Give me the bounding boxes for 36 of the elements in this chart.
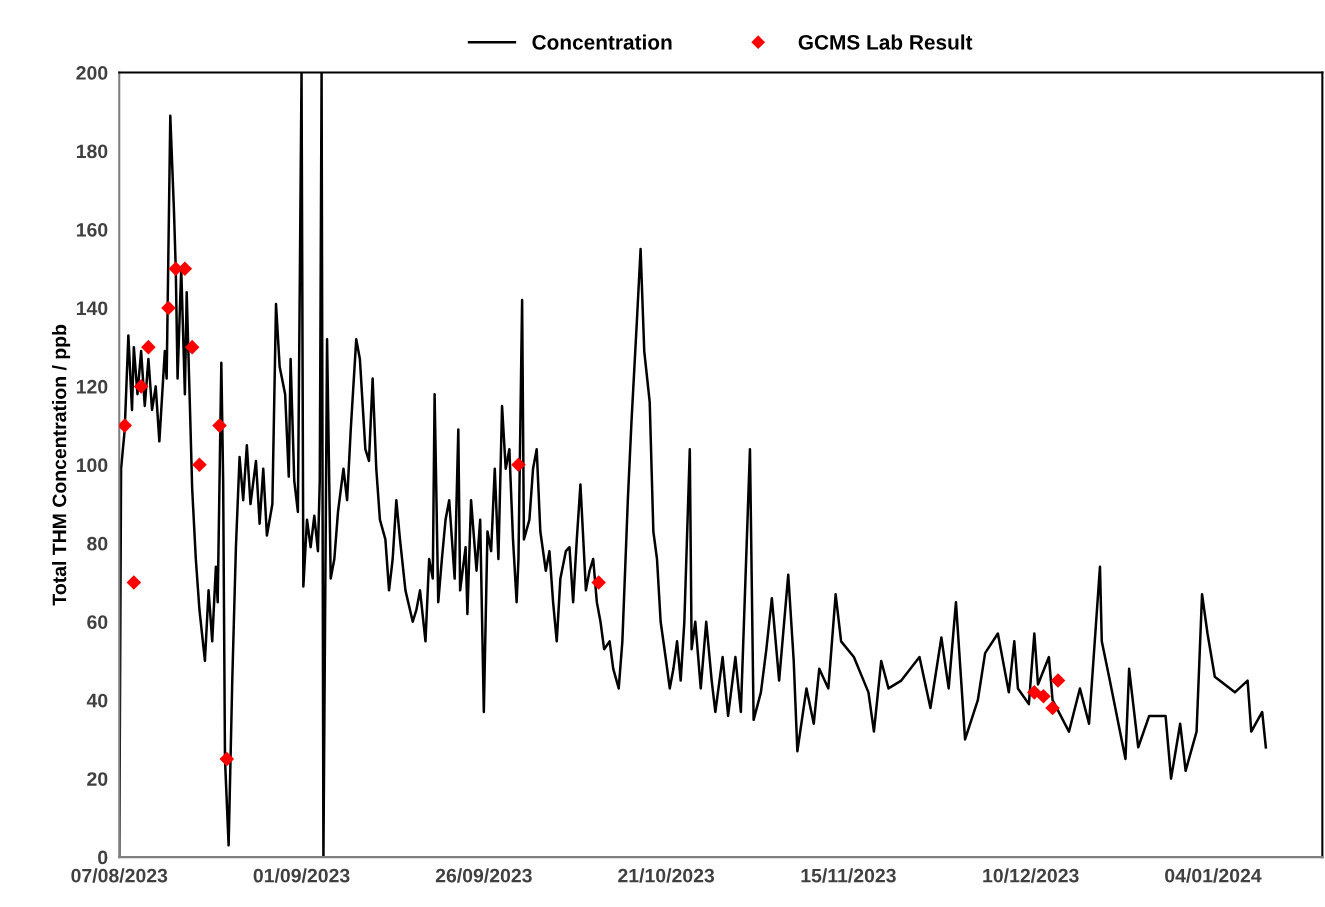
- y-tick-label: 200: [76, 66, 108, 80]
- y-tick-label: 40: [86, 693, 108, 708]
- point: [591, 575, 606, 590]
- y-tick-label: 120: [76, 379, 108, 394]
- y-tick-label: 100: [76, 458, 108, 473]
- y-axis-title: Total THM Concentration / ppb: [52, 324, 71, 606]
- y-tick-label: 60: [87, 615, 108, 629]
- legend-label: GCMS Lab Result: [798, 34, 973, 50]
- point: [212, 418, 227, 433]
- point: [511, 457, 526, 473]
- point: [133, 379, 149, 394]
- x-tick-label: 04/01/2024: [1165, 868, 1262, 883]
- point: [126, 575, 142, 590]
- x-tick-label: 07/08/2023: [71, 868, 168, 883]
- y-tick-label: 140: [76, 301, 108, 316]
- point: [184, 339, 200, 355]
- point: [119, 418, 132, 433]
- x-tick-label: 21/10/2023: [618, 868, 715, 883]
- point: [161, 300, 176, 316]
- point: [219, 751, 235, 767]
- y-tick-label: 160: [76, 222, 108, 237]
- point: [192, 457, 207, 473]
- point: [1045, 700, 1060, 716]
- x-tick-label: 01/09/2023: [253, 868, 350, 883]
- point: [1027, 685, 1042, 700]
- x-tick-label: 15/11/2023: [801, 868, 896, 883]
- y-tick-label: 180: [76, 144, 108, 159]
- y-tick-label: 0: [98, 850, 108, 865]
- point: [1036, 689, 1051, 704]
- y-tick-label: 20: [87, 772, 108, 786]
- x-tick-label: 10/12/2023: [983, 868, 1079, 883]
- legend-label: Concentration: [532, 34, 672, 50]
- point: [141, 339, 156, 355]
- x-tick-label: 26/09/2023: [435, 868, 532, 883]
- y-tick-label: 80: [87, 536, 108, 551]
- point: [1050, 673, 1066, 688]
